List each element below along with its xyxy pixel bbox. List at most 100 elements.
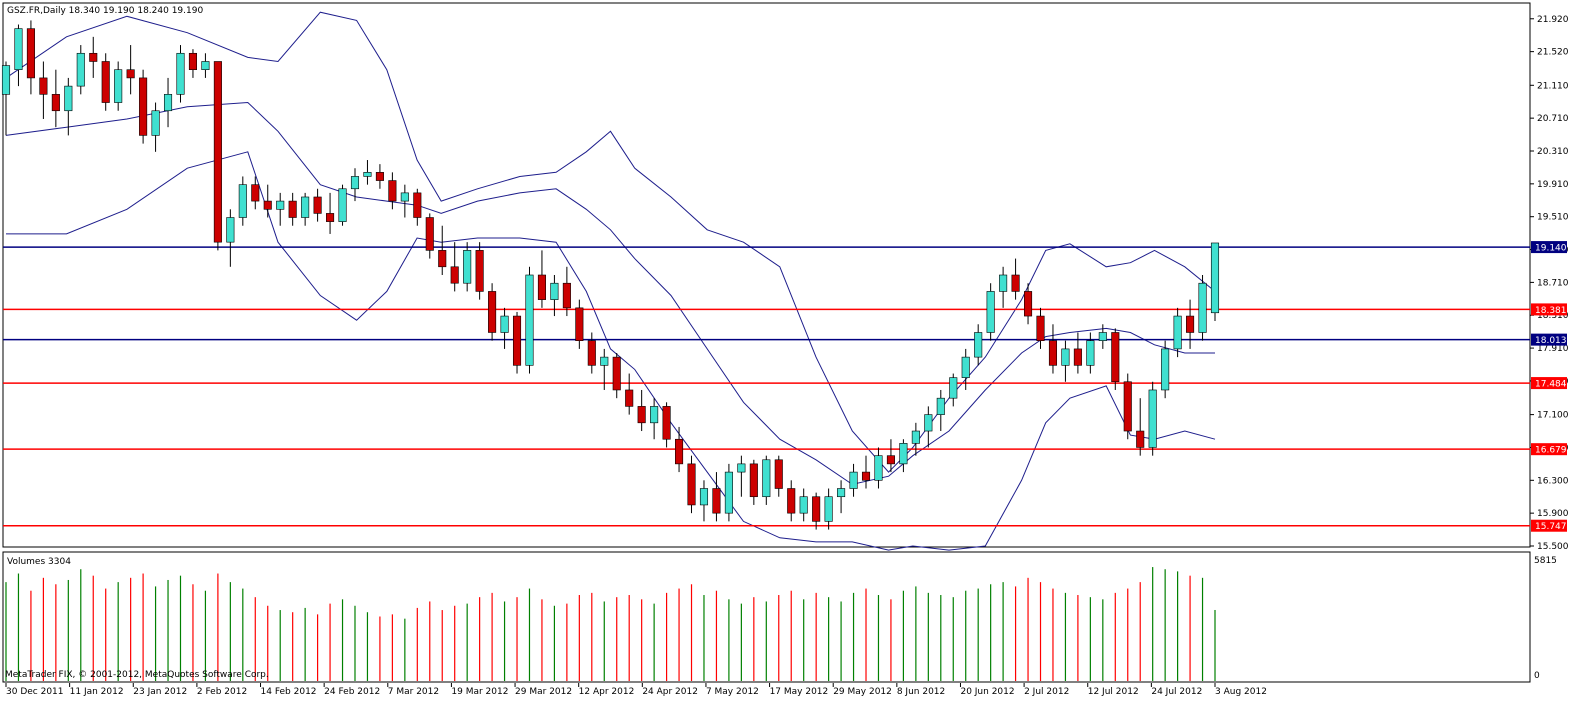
candle-body xyxy=(1098,332,1107,341)
candle xyxy=(89,36,98,78)
candle-body xyxy=(375,172,384,181)
price-tick-label: 19.910 xyxy=(1537,180,1569,190)
candle xyxy=(899,439,908,473)
price-tick-label: 17.910 xyxy=(1537,344,1569,354)
candle-body xyxy=(724,471,733,514)
level-label: 18.013 xyxy=(1535,336,1567,346)
date-tick-label: 29 Mar 2012 xyxy=(515,687,572,697)
candle xyxy=(263,184,272,218)
price-tick-label: 20.710 xyxy=(1537,114,1569,124)
candle xyxy=(1048,324,1058,374)
candle xyxy=(313,188,322,222)
candle-body xyxy=(101,61,110,103)
candle xyxy=(986,283,995,341)
candle-body xyxy=(76,52,85,87)
candle-body xyxy=(126,69,135,79)
candle-body xyxy=(1,65,11,95)
candle-body xyxy=(999,274,1008,292)
candle xyxy=(425,213,434,259)
candle-body xyxy=(350,176,360,190)
candle-body xyxy=(438,250,447,268)
candle xyxy=(787,480,796,522)
level-label-box xyxy=(1531,519,1567,532)
candle-body xyxy=(849,471,858,489)
candle xyxy=(837,480,846,514)
price-tick-label: 18.710 xyxy=(1537,278,1569,288)
level-label: 16.679 xyxy=(1535,446,1567,456)
price-tick-label: 21.110 xyxy=(1537,81,1569,91)
candle xyxy=(949,373,958,407)
candle-body xyxy=(886,455,895,465)
candle xyxy=(475,242,484,300)
date-tick-label: 24 Apr 2012 xyxy=(642,687,698,697)
candle xyxy=(163,77,173,128)
bollinger-bands xyxy=(5,11,1216,551)
candle-body xyxy=(213,61,222,243)
price-tick-label: 17.100 xyxy=(1537,411,1569,421)
candle-body xyxy=(388,180,397,202)
candle xyxy=(463,242,472,292)
candle-body xyxy=(201,61,210,70)
candle-body xyxy=(1011,274,1020,292)
volume-panel-frame xyxy=(2,551,1531,683)
candle xyxy=(861,455,871,489)
candle xyxy=(276,192,285,226)
candle-body xyxy=(1086,340,1095,366)
bollinger-upper-line xyxy=(5,11,1216,473)
candle-body xyxy=(600,356,609,366)
candle xyxy=(363,160,372,185)
candle-body xyxy=(612,356,621,391)
volume-bars xyxy=(5,567,1216,681)
candle-body xyxy=(14,28,23,70)
candle-body xyxy=(251,184,260,202)
candle xyxy=(812,492,821,530)
candle-body xyxy=(525,274,534,366)
date-tick-label: 2 Jul 2012 xyxy=(1024,687,1069,697)
candle-body xyxy=(874,455,883,481)
level-label-box xyxy=(1531,443,1567,456)
candle xyxy=(687,455,696,514)
candle-body xyxy=(637,406,646,424)
candle-body xyxy=(64,85,73,112)
candle xyxy=(650,398,659,440)
level-label: 17.484 xyxy=(1535,380,1567,390)
candle-body xyxy=(699,488,709,506)
candle xyxy=(500,307,509,349)
candle xyxy=(575,299,584,349)
candle-body xyxy=(475,250,484,292)
candle-body xyxy=(537,274,546,300)
date-tick-label: 7 May 2012 xyxy=(706,687,759,697)
candle-body xyxy=(924,414,933,432)
candle-body xyxy=(425,217,434,251)
candle xyxy=(1111,328,1120,390)
candle-body xyxy=(1173,315,1182,350)
candle xyxy=(675,426,684,473)
candle-body xyxy=(512,315,522,366)
date-tick-label: 14 Feb 2012 xyxy=(261,687,317,697)
candle-body xyxy=(500,315,509,333)
candle-body xyxy=(226,217,235,243)
candle xyxy=(562,266,571,317)
date-tick-label: 8 Jun 2012 xyxy=(897,687,945,697)
candle xyxy=(375,164,384,189)
candle xyxy=(712,472,721,522)
candle-body xyxy=(1111,332,1120,383)
candle-body xyxy=(949,377,958,399)
candle-body xyxy=(338,188,347,222)
candle xyxy=(188,49,197,78)
price-tick-label: 15.500 xyxy=(1537,542,1569,552)
candle xyxy=(1086,332,1095,374)
candle-body xyxy=(899,443,908,465)
candle xyxy=(1011,258,1020,300)
candle xyxy=(600,348,609,390)
candle xyxy=(151,102,160,152)
candle-body xyxy=(737,463,746,473)
volume-axis-min: 0 xyxy=(1534,671,1540,681)
candle-body xyxy=(450,266,459,284)
candle xyxy=(1061,340,1070,382)
candle xyxy=(338,184,347,226)
candle xyxy=(1,61,11,136)
date-tick-label: 12 Jul 2012 xyxy=(1088,687,1139,697)
